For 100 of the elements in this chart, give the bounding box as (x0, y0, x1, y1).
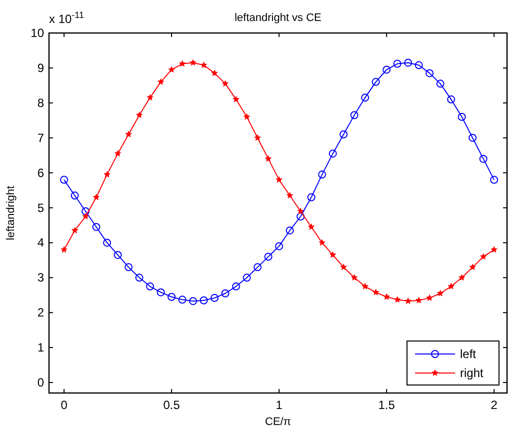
point (104, 171, 110, 178)
point (211, 70, 218, 76)
point (265, 155, 272, 162)
point (60, 246, 68, 253)
point (232, 96, 240, 102)
point (146, 282, 154, 290)
point (135, 274, 144, 282)
point (447, 95, 456, 104)
point (146, 94, 154, 100)
point (296, 212, 305, 220)
point (436, 80, 444, 88)
legend-label: left (460, 347, 477, 361)
point (92, 222, 100, 231)
point (458, 112, 466, 121)
y-tick-label: 6 (37, 166, 44, 180)
point (254, 263, 262, 272)
point (254, 134, 261, 141)
point (156, 288, 165, 296)
point (468, 134, 477, 142)
point (93, 194, 100, 200)
point (264, 252, 272, 261)
point (416, 296, 422, 304)
point (222, 80, 229, 87)
point (200, 62, 208, 68)
point (168, 292, 176, 301)
chart-title: leftandright vs CE (234, 12, 322, 24)
y-axis-title: leftandright (5, 186, 17, 240)
point (158, 78, 164, 85)
point (426, 294, 433, 301)
x-axis-title: CE/π (265, 416, 292, 428)
point (330, 251, 336, 258)
point (393, 60, 402, 68)
point (480, 253, 487, 260)
x-tick-label: 1.5 (378, 398, 396, 412)
point (404, 58, 412, 67)
point (350, 111, 358, 120)
point (82, 213, 89, 220)
point (200, 296, 208, 304)
y-tick-label: 5 (37, 200, 44, 215)
point (168, 66, 175, 73)
point (179, 60, 186, 67)
point (221, 289, 230, 298)
point (383, 293, 390, 300)
y-tick-label: 2 (37, 306, 44, 320)
point (340, 264, 347, 270)
point (458, 274, 466, 280)
point (479, 154, 488, 163)
point (242, 274, 251, 282)
point (297, 208, 304, 214)
point (328, 150, 337, 158)
point (394, 296, 401, 303)
point (318, 170, 326, 179)
point (351, 274, 358, 280)
point (60, 176, 68, 184)
point (70, 192, 79, 200)
point (372, 288, 380, 296)
x-tick-label: 0 (60, 398, 68, 412)
y-tick-label: 4 (37, 236, 44, 250)
point (361, 94, 370, 102)
point (414, 61, 423, 70)
y-tick-label: 0 (37, 376, 44, 390)
point (276, 176, 282, 183)
point (426, 69, 434, 78)
point (244, 113, 250, 120)
point (103, 238, 112, 247)
point (125, 130, 132, 138)
y-tick-label: 10 (30, 26, 44, 40)
x-tick-label: 2 (490, 398, 498, 412)
point (307, 193, 316, 202)
point (490, 176, 498, 184)
point (286, 192, 294, 198)
y-tick-label: 7 (37, 130, 44, 145)
point (189, 297, 198, 306)
point (362, 282, 368, 290)
point (136, 112, 143, 118)
legend-label: right (460, 366, 484, 380)
point (448, 282, 454, 290)
point (469, 264, 476, 270)
point (178, 296, 186, 304)
point (124, 263, 133, 272)
point (340, 130, 348, 138)
point (437, 290, 444, 296)
point (190, 59, 196, 66)
y-tick-label: 3 (37, 270, 44, 285)
point (318, 239, 326, 246)
point (490, 246, 498, 253)
point (114, 150, 122, 156)
y-tick-label: 9 (37, 60, 44, 75)
point (82, 207, 90, 216)
x-tick-label: 0.5 (163, 398, 180, 412)
point (72, 227, 78, 234)
point (210, 294, 219, 302)
x-tick-label: 1 (276, 398, 283, 412)
point (308, 224, 315, 230)
point (114, 250, 122, 259)
point (404, 298, 412, 304)
point (232, 282, 240, 290)
point (382, 66, 391, 74)
point (286, 226, 294, 234)
point (372, 78, 380, 86)
